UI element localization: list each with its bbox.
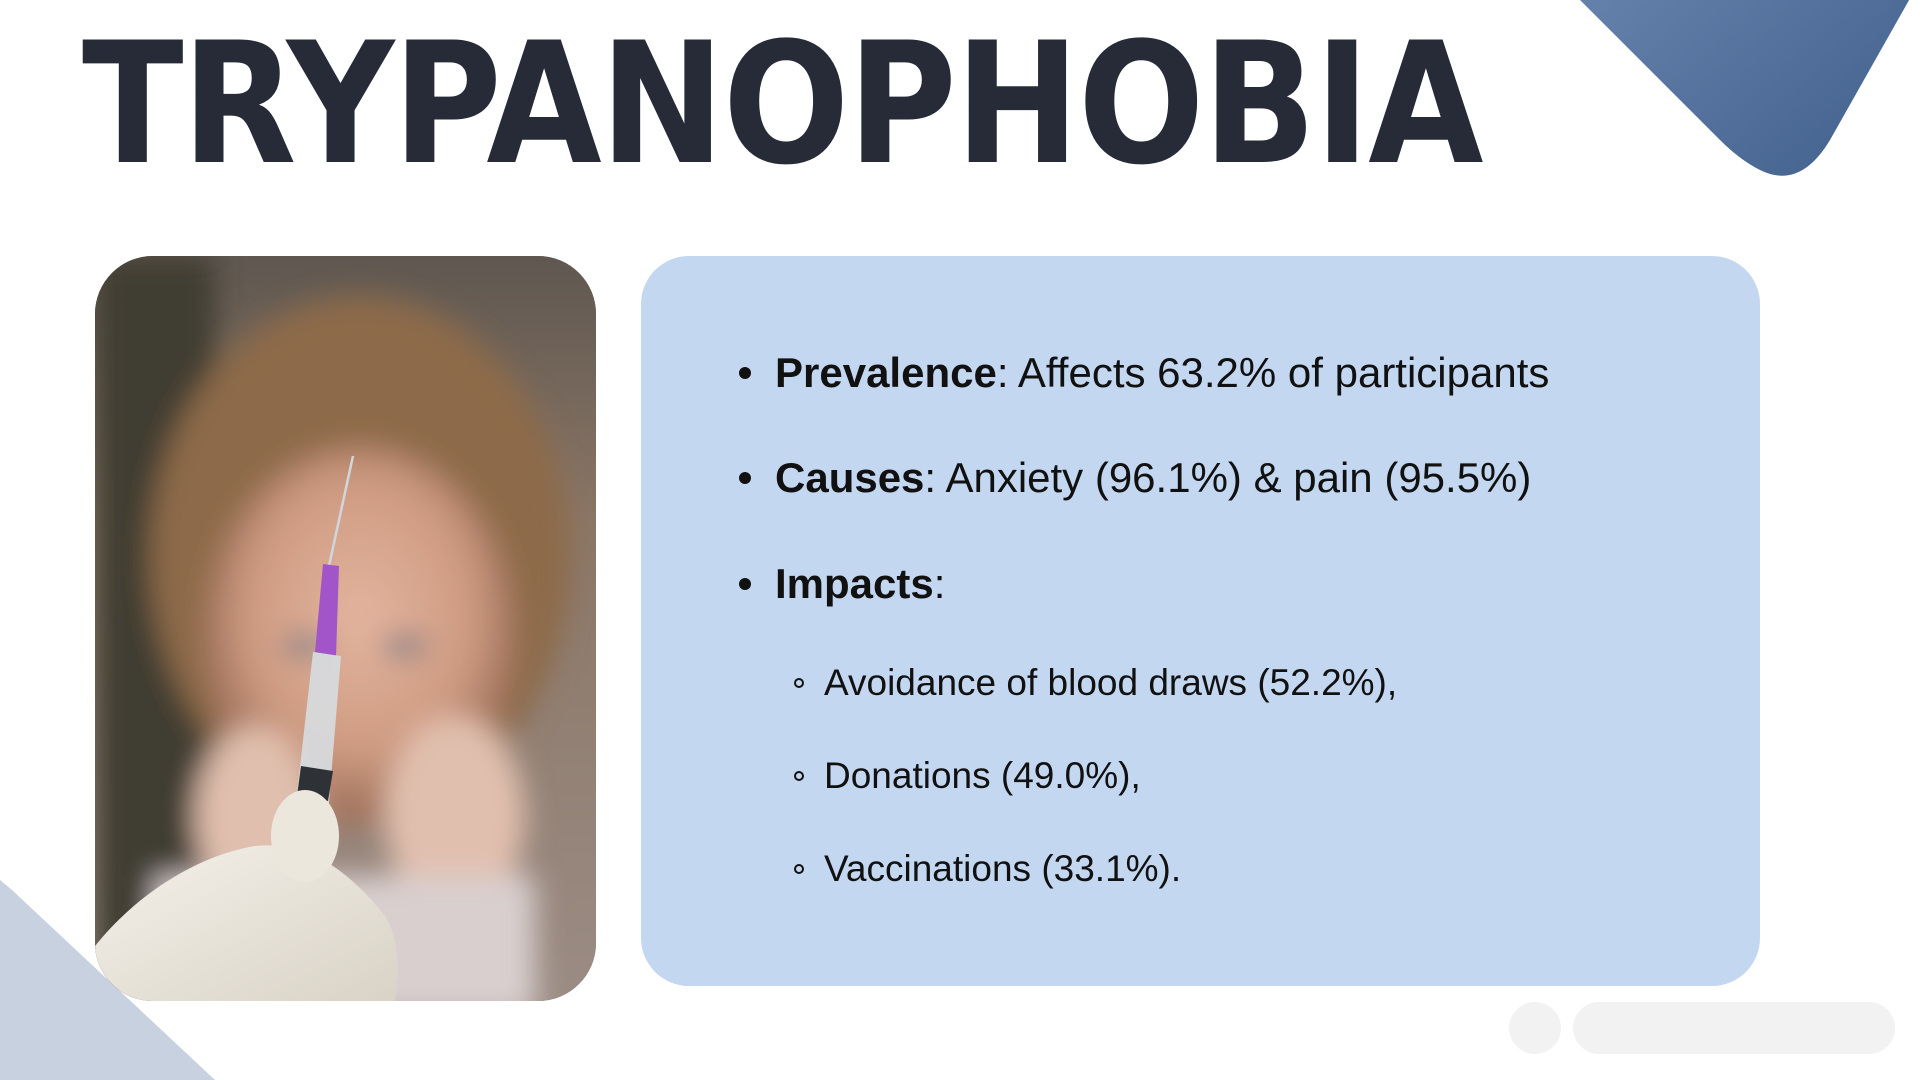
bullet-term: Prevalence xyxy=(775,349,997,396)
bullet-text: : xyxy=(933,560,946,607)
sub-bullet-text: Donations (49.0%), xyxy=(824,755,1141,796)
bullet-item-impacts: Impacts: xyxy=(739,560,945,608)
sub-bullet-ring xyxy=(794,678,804,688)
sub-bullet-ring xyxy=(794,771,804,781)
bullet-dot xyxy=(739,367,751,379)
content-panel: Prevalence: Affects 63.2% of participant… xyxy=(641,256,1760,986)
bullet-dot xyxy=(739,472,751,484)
sub-bullet-ring xyxy=(794,864,804,874)
sub-bullet-item-vaccinations: Vaccinations (33.1%). xyxy=(794,848,1181,890)
bullet-term: Impacts xyxy=(775,560,934,607)
bullet-item-causes: Causes: Anxiety (96.1%) & pain (95.5%) xyxy=(739,454,1531,502)
bullet-text: : Anxiety (96.1%) & pain (95.5%) xyxy=(924,454,1532,501)
decorative-corner-top-right xyxy=(1580,0,1910,176)
sub-bullet-text: Avoidance of blood draws (52.2%), xyxy=(824,662,1398,703)
presenter-avatar-button[interactable] xyxy=(1509,1002,1561,1054)
sub-bullet-item-donations: Donations (49.0%), xyxy=(794,755,1141,797)
bullet-dot xyxy=(739,578,751,590)
bullet-term: Causes xyxy=(775,454,925,501)
syringe-photo-illustration xyxy=(95,256,596,1001)
sub-bullet-text: Vaccinations (33.1%). xyxy=(824,848,1182,889)
syringe-photo xyxy=(95,256,596,1001)
presenter-controls-bar[interactable] xyxy=(1573,1002,1895,1054)
page-title: TRYPANOPHOBIA xyxy=(82,6,1484,202)
bullet-item-prevalence: Prevalence: Affects 63.2% of participant… xyxy=(739,349,1549,397)
bullet-text: : Affects 63.2% of participants xyxy=(996,349,1550,396)
sub-bullet-item-blood-draws: Avoidance of blood draws (52.2%), xyxy=(794,662,1397,704)
